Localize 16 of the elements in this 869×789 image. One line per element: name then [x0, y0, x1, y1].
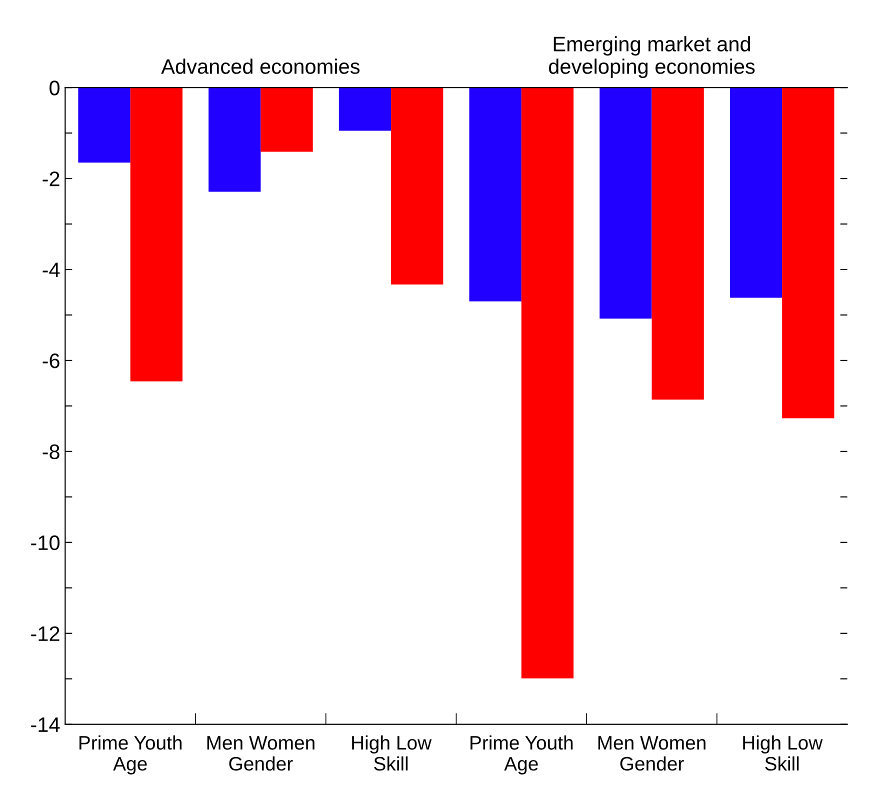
y-tick-label: 0 — [50, 80, 60, 96]
y-tick-label: -12 — [31, 626, 60, 641]
x-tick-label: High Low Skill — [352, 735, 432, 771]
text: Emerging market and developing economies — [548, 36, 755, 78]
y-tick-label: -2 — [42, 172, 60, 186]
x-tick-label: Prime Youth Age — [80, 735, 182, 774]
x-tick-label: Men Women Gender — [598, 736, 706, 771]
y-tick-label: -10 — [31, 535, 60, 550]
y-tick-label: -4 — [42, 262, 60, 278]
text: Advanced economies — [161, 58, 360, 74]
y-tick-label: -14 — [31, 718, 60, 732]
x-tick-label: Men Women Gender — [207, 736, 314, 771]
x-tick-label: High Low Skill — [743, 735, 823, 771]
x-tick-label: Prime Youth Age — [470, 735, 573, 774]
y-tick-label: -8 — [42, 444, 60, 460]
y-tick-label: -6 — [42, 353, 60, 368]
